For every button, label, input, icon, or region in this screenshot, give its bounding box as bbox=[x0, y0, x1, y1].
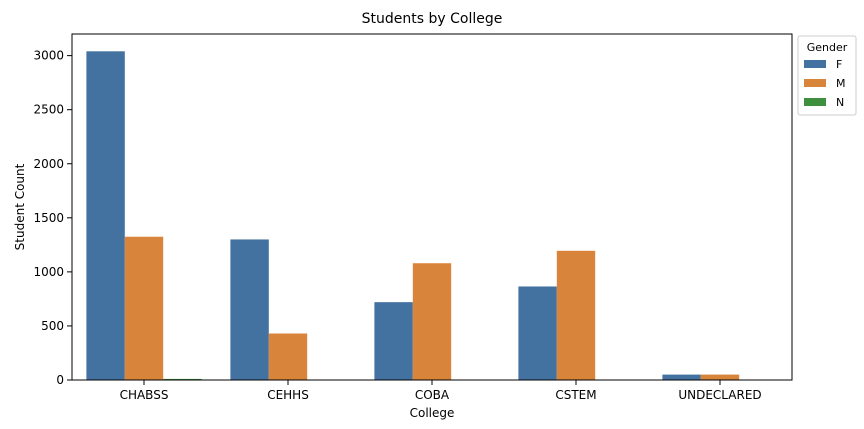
x-tick-label: CHABSS bbox=[120, 388, 169, 402]
y-tick-label: 500 bbox=[41, 319, 64, 333]
y-tick-label: 1500 bbox=[33, 211, 64, 225]
bar-coba-f bbox=[374, 302, 413, 380]
legend-title: Gender bbox=[807, 41, 848, 54]
legend-swatch-n bbox=[804, 98, 826, 106]
bar-chabss-m bbox=[124, 236, 164, 380]
bar-coba-m bbox=[412, 263, 452, 380]
bar-undeclared-m bbox=[700, 374, 740, 380]
x-tick-label: UNDECLARED bbox=[678, 388, 761, 402]
legend-label-n: N bbox=[836, 96, 844, 109]
bar-undeclared-f bbox=[662, 374, 701, 380]
bar-cehhs-m bbox=[268, 333, 308, 380]
y-tick-label: 3000 bbox=[33, 49, 64, 63]
legend: Gender FMN bbox=[797, 35, 857, 116]
y-tick-label: 2000 bbox=[33, 157, 64, 171]
plot-frame bbox=[71, 33, 793, 381]
y-axis: 0 500 1000 1500 2000 2500 3000 bbox=[33, 49, 72, 387]
x-tick-label: CSTEM bbox=[555, 388, 596, 402]
y-tick-label: 2500 bbox=[33, 103, 64, 117]
legend-swatch-f bbox=[804, 60, 826, 68]
bar-chabss-n bbox=[163, 378, 202, 380]
legend-box bbox=[797, 35, 857, 116]
y-axis-label: Student Count bbox=[13, 163, 27, 250]
x-axis-label: College bbox=[410, 406, 455, 420]
y-tick-label: 0 bbox=[56, 373, 64, 387]
bars bbox=[86, 51, 740, 381]
bar-cehhs-f bbox=[230, 239, 269, 380]
bar-chabss-f bbox=[86, 51, 125, 381]
legend-label-f: F bbox=[836, 58, 842, 71]
legend-swatch-m bbox=[804, 79, 826, 87]
x-tick-label: CEHHS bbox=[267, 388, 309, 402]
legend-label-m: M bbox=[836, 77, 846, 90]
bar-cstem-f bbox=[518, 286, 557, 380]
chart-title: Students by College bbox=[362, 11, 503, 27]
bar-cstem-m bbox=[556, 250, 596, 380]
x-tick-label: COBA bbox=[415, 388, 450, 402]
y-tick-label: 1000 bbox=[33, 265, 64, 279]
x-axis: CHABSS CEHHS COBA CSTEM UNDECLARED bbox=[120, 380, 762, 402]
